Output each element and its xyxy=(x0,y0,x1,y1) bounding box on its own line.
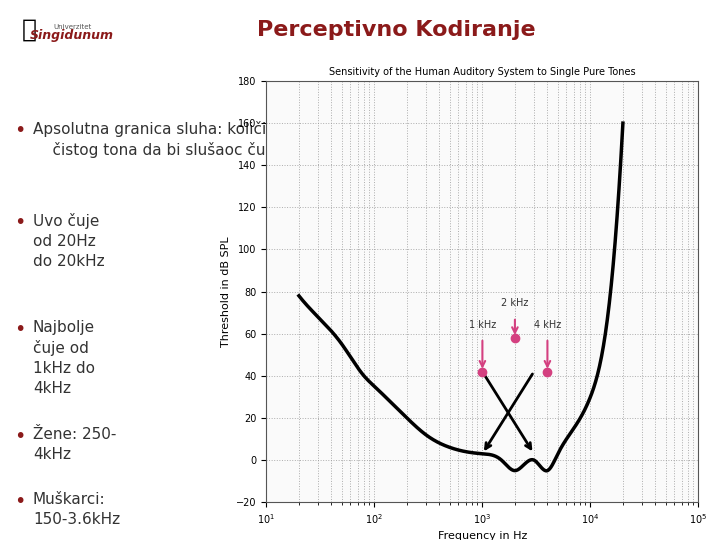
Text: •: • xyxy=(14,213,25,232)
Text: •: • xyxy=(14,492,25,511)
Title: Sensitivity of the Human Auditory System to Single Pure Tones: Sensitivity of the Human Auditory System… xyxy=(329,68,636,77)
Text: •: • xyxy=(14,427,25,446)
Text: •: • xyxy=(14,320,25,339)
Text: 1 kHz: 1 kHz xyxy=(469,320,496,329)
Text: Univerzitet: Univerzitet xyxy=(53,24,91,30)
X-axis label: Frequency in Hz: Frequency in Hz xyxy=(438,531,527,540)
Text: Singidunum: Singidunum xyxy=(30,29,114,42)
Text: 4 kHz: 4 kHz xyxy=(534,320,561,329)
Text: Najbolje
čuje od
1kHz do
4kHz: Najbolje čuje od 1kHz do 4kHz xyxy=(33,320,95,396)
Text: Žene: 250-
4kHz: Žene: 250- 4kHz xyxy=(33,427,116,462)
Text: Uvo čuje
od 20Hz
do 20kHz: Uvo čuje od 20Hz do 20kHz xyxy=(33,213,104,269)
Text: Apsolutna granica sluha: količina potrebne energije
    čistog tona da bi slušao: Apsolutna granica sluha: količina potreb… xyxy=(33,120,427,158)
Text: •: • xyxy=(14,120,25,139)
Y-axis label: Threshold in dB SPL: Threshold in dB SPL xyxy=(220,237,230,347)
Text: 🏛: 🏛 xyxy=(22,18,36,42)
Text: Perceptivno Kodiranje: Perceptivno Kodiranje xyxy=(257,19,535,40)
Text: Muškarci:
150-3.6kHz: Muškarci: 150-3.6kHz xyxy=(33,492,120,527)
Text: 2 kHz: 2 kHz xyxy=(501,299,528,308)
